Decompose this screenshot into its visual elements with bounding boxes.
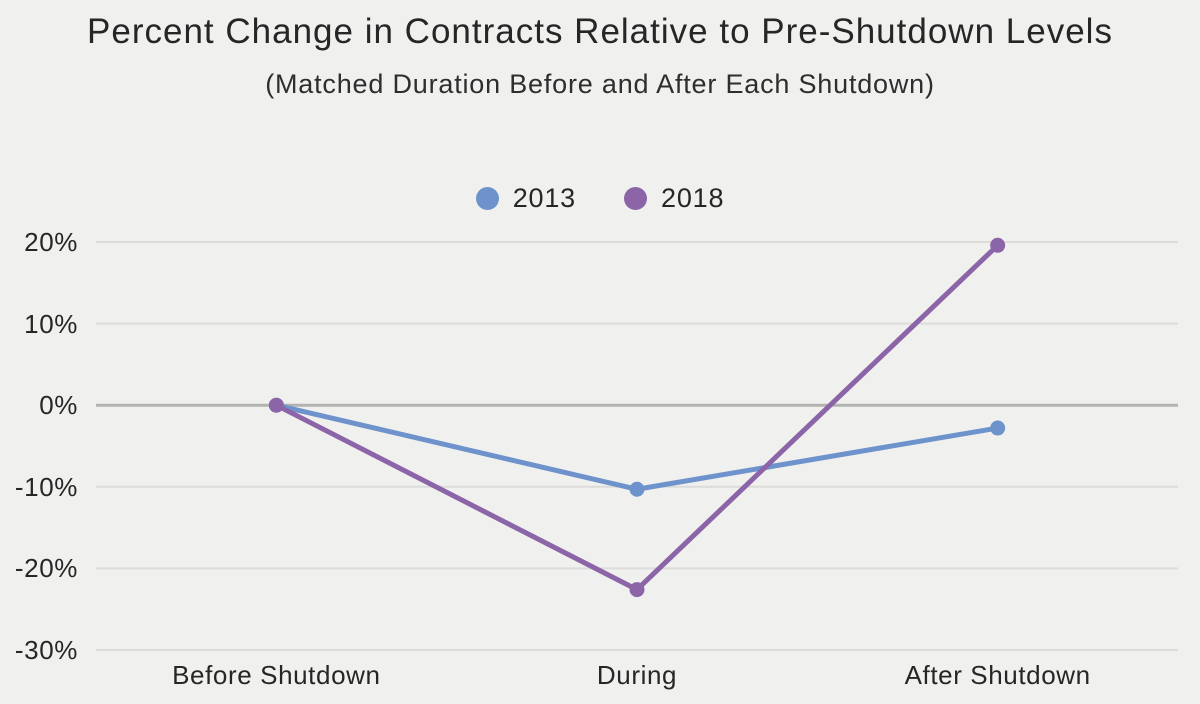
data-point-2018[interactable] (990, 237, 1006, 253)
x-axis-label: During (596, 660, 678, 690)
y-axis-tick: -20% (14, 553, 78, 584)
y-axis-tick: 10% (24, 308, 78, 339)
data-point-2013[interactable] (629, 481, 645, 497)
y-axis-tick: -10% (14, 471, 78, 502)
legend-label: 2013 (512, 183, 576, 213)
data-point-2018[interactable] (268, 397, 284, 413)
y-axis-tick: 0% (39, 390, 78, 421)
series-line-2018 (273, 242, 1001, 593)
data-point-2013[interactable] (990, 420, 1006, 436)
x-axis-label: Before Shutdown (172, 660, 381, 690)
legend-item-2013[interactable]: 2013 (475, 183, 576, 214)
chart-subtitle: (Matched Duration Before and After Each … (265, 68, 935, 99)
legend: 2013 2018 (0, 183, 1200, 214)
x-axis-label: After Shutdown (904, 660, 1091, 690)
legend-dot-icon (475, 187, 499, 210)
data-point-2018[interactable] (629, 582, 645, 598)
legend-item-2018[interactable]: 2018 (624, 183, 724, 214)
chart-header: Percent Change in Contracts Relative to … (0, 10, 1200, 100)
series-line-2013 (273, 402, 1001, 492)
legend-dot-icon (624, 187, 647, 210)
chart-title: Percent Change in Contracts Relative to … (87, 12, 1113, 51)
legend-label: 2018 (661, 183, 725, 213)
y-axis-tick: 20% (24, 227, 78, 257)
y-axis-tick: -30% (14, 635, 78, 665)
